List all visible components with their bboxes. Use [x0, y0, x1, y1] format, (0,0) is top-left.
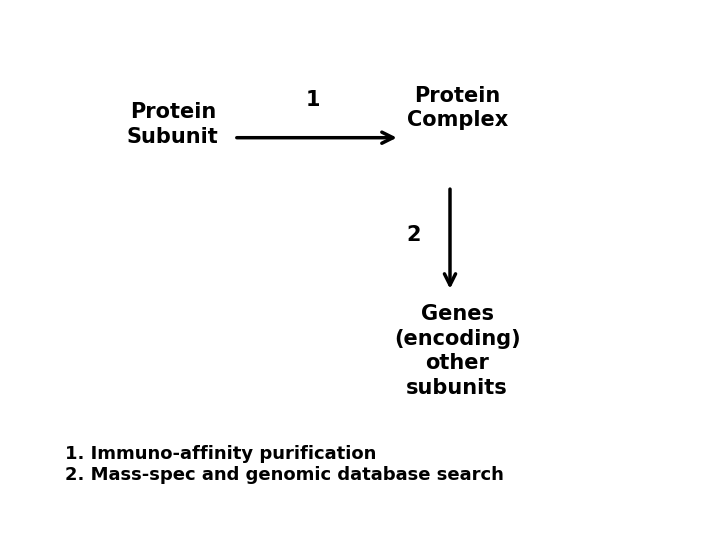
Text: Protein
Subunit: Protein Subunit — [127, 102, 219, 146]
Text: 1. Immuno-affinity purification: 1. Immuno-affinity purification — [65, 444, 376, 463]
Text: 1: 1 — [306, 90, 320, 110]
Text: 2: 2 — [407, 225, 421, 245]
Text: Protein
Complex: Protein Complex — [407, 86, 508, 130]
Text: 2. Mass-spec and genomic database search: 2. Mass-spec and genomic database search — [65, 466, 504, 484]
Text: Genes
(encoding)
other
subunits: Genes (encoding) other subunits — [394, 304, 521, 398]
